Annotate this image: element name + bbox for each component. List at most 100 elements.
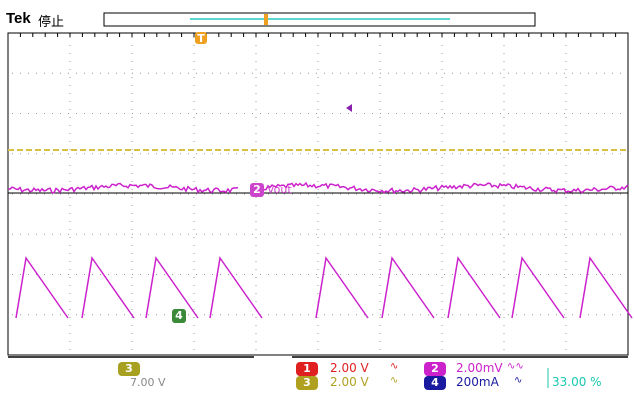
grid-dot: [379, 269, 381, 270]
grid-dot: [228, 193, 229, 195]
grid-dot: [572, 274, 573, 275]
grid-dot: [44, 72, 45, 74]
grid-dot: [69, 269, 71, 270]
grid-dot: [441, 101, 443, 102]
channel-2-marker[interactable]: [250, 183, 264, 197]
grid-dot: [588, 113, 589, 114]
grid-dot: [565, 189, 567, 190]
grid-dot: [340, 113, 341, 114]
grid-dot: [69, 317, 71, 318]
grid-dot: [332, 153, 333, 155]
channel-4-scale: 200mA: [456, 375, 499, 389]
grid-dot: [317, 293, 319, 294]
grid-dot: [69, 285, 71, 286]
grid-dot: [252, 72, 253, 74]
grid-dot: [244, 314, 245, 316]
grid-dot: [20, 274, 21, 275]
grid-dot: [316, 274, 317, 275]
grid-dot: [292, 274, 293, 275]
grid-dot: [193, 93, 195, 94]
grid-dot: [420, 314, 421, 316]
grid-dot: [476, 314, 477, 316]
grid-dot: [317, 325, 319, 326]
grid-dot: [317, 181, 319, 182]
grid-dot: [317, 237, 319, 238]
grid-dot: [140, 72, 141, 74]
grid-dot: [255, 341, 257, 342]
grid-dot: [620, 314, 621, 316]
grid-dot: [220, 193, 221, 195]
grid-dot: [193, 165, 195, 166]
grid-dot: [503, 221, 505, 222]
channel-3-badge[interactable]: 3: [296, 376, 318, 390]
grid-dot: [412, 113, 413, 114]
grid-dot: [565, 349, 567, 350]
channel-2-badge[interactable]: 2: [424, 362, 446, 376]
grid-dot: [84, 193, 85, 195]
grid-dot: [404, 113, 405, 114]
grid-dot: [503, 69, 505, 70]
grid-dot: [441, 317, 443, 318]
grid-dot: [317, 245, 319, 246]
grid-dot: [565, 277, 567, 278]
grid-dot: [548, 113, 549, 114]
grid-dot: [193, 69, 195, 70]
grid-dot: [532, 233, 533, 235]
math-channel-badge[interactable]: 3: [118, 362, 140, 376]
grid-dot: [548, 314, 549, 316]
grid-dot: [441, 165, 443, 166]
channel-1-badge[interactable]: 1: [296, 362, 318, 376]
grid-dot: [193, 245, 195, 246]
channel-4-badge[interactable]: 4: [424, 376, 446, 390]
grid-dot: [212, 113, 213, 114]
grid-dot: [441, 181, 443, 182]
grid-dot: [441, 109, 443, 110]
grid-dot: [452, 153, 453, 155]
grid-dot: [131, 181, 133, 182]
grid-dot: [540, 153, 541, 155]
grid-dot: [156, 72, 157, 74]
grid-dot: [108, 233, 109, 235]
grid-dot: [379, 173, 381, 174]
grid-dot: [565, 53, 567, 54]
grid-dot: [255, 213, 257, 214]
grid-dot: [193, 293, 195, 294]
grid-dot: [524, 113, 525, 114]
grid-dot: [565, 261, 567, 262]
grid-dot: [444, 314, 445, 316]
grid-dot: [69, 45, 71, 46]
grid-dot: [340, 153, 341, 155]
grid-dot: [255, 37, 257, 38]
grid-dot: [220, 274, 221, 275]
grid-dot: [604, 314, 605, 316]
grid-dot: [92, 233, 93, 235]
grid-dot: [156, 193, 157, 195]
grid-dot: [44, 153, 45, 155]
grid-dot: [172, 153, 173, 155]
grid-dot: [300, 193, 301, 195]
grid-dot: [556, 72, 557, 74]
grid-dot: [564, 72, 565, 74]
grid-dot: [69, 341, 71, 342]
grid-dot: [460, 233, 461, 235]
grid-dot: [484, 314, 485, 316]
grid-dot: [276, 113, 277, 114]
grid-dot: [69, 277, 71, 278]
grid-dot: [565, 165, 567, 166]
grid-dot: [476, 72, 477, 74]
grid-dot: [468, 193, 469, 195]
grid-dot: [412, 274, 413, 275]
channel-4-marker[interactable]: [172, 309, 186, 323]
grid-dot: [532, 314, 533, 316]
grid-dot: [468, 153, 469, 155]
grid-dot: [364, 314, 365, 316]
trigger-position-marker[interactable]: [195, 32, 207, 44]
grid-dot: [268, 193, 269, 195]
grid-dot: [460, 314, 461, 316]
grid-dot: [436, 113, 437, 114]
grid-dot: [255, 269, 257, 270]
grid-dot: [69, 237, 71, 238]
grid-dot: [84, 274, 85, 275]
grid-dot: [379, 117, 381, 118]
grid-dot: [244, 274, 245, 275]
